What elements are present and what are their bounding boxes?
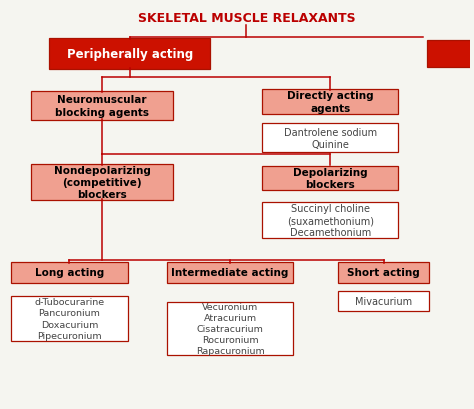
FancyBboxPatch shape bbox=[167, 263, 293, 283]
FancyBboxPatch shape bbox=[11, 263, 128, 283]
Text: Depolarizing
blockers: Depolarizing blockers bbox=[293, 167, 367, 190]
Text: Long acting: Long acting bbox=[35, 267, 104, 278]
Text: d-Tubocurarine
Pancuronium
Doxacurium
Pipecuronium: d-Tubocurarine Pancuronium Doxacurium Pi… bbox=[34, 298, 104, 340]
Text: Neuromuscular
blocking agents: Neuromuscular blocking agents bbox=[55, 95, 149, 117]
FancyBboxPatch shape bbox=[49, 38, 210, 70]
FancyBboxPatch shape bbox=[31, 92, 173, 121]
Text: Intermediate acting: Intermediate acting bbox=[171, 267, 289, 278]
Text: Nondepolarizing
(competitive)
blockers: Nondepolarizing (competitive) blockers bbox=[54, 165, 150, 200]
FancyBboxPatch shape bbox=[167, 303, 293, 355]
FancyBboxPatch shape bbox=[427, 41, 471, 67]
FancyBboxPatch shape bbox=[263, 124, 398, 153]
Text: Short acting: Short acting bbox=[347, 267, 420, 278]
Text: SKELETAL MUSCLE RELAXANTS: SKELETAL MUSCLE RELAXANTS bbox=[137, 12, 355, 25]
Text: Peripherally acting: Peripherally acting bbox=[67, 48, 193, 61]
Text: Succinyl choline
(suxamethonium)
Decamethonium: Succinyl choline (suxamethonium) Decamet… bbox=[287, 203, 374, 238]
Text: Mivacurium: Mivacurium bbox=[355, 297, 412, 306]
FancyBboxPatch shape bbox=[263, 90, 398, 115]
Text: Directly acting
agents: Directly acting agents bbox=[287, 91, 374, 113]
FancyBboxPatch shape bbox=[11, 297, 128, 341]
FancyBboxPatch shape bbox=[338, 263, 429, 283]
Text: Vecuronium
Atracurium
Cisatracurium
Rocuronium
Rapacuronium: Vecuronium Atracurium Cisatracurium Rocu… bbox=[196, 302, 264, 355]
FancyBboxPatch shape bbox=[338, 291, 429, 312]
FancyBboxPatch shape bbox=[263, 202, 398, 239]
FancyBboxPatch shape bbox=[31, 164, 173, 201]
Text: Dantrolene sodium
Quinine: Dantrolene sodium Quinine bbox=[283, 127, 377, 150]
FancyBboxPatch shape bbox=[263, 166, 398, 191]
